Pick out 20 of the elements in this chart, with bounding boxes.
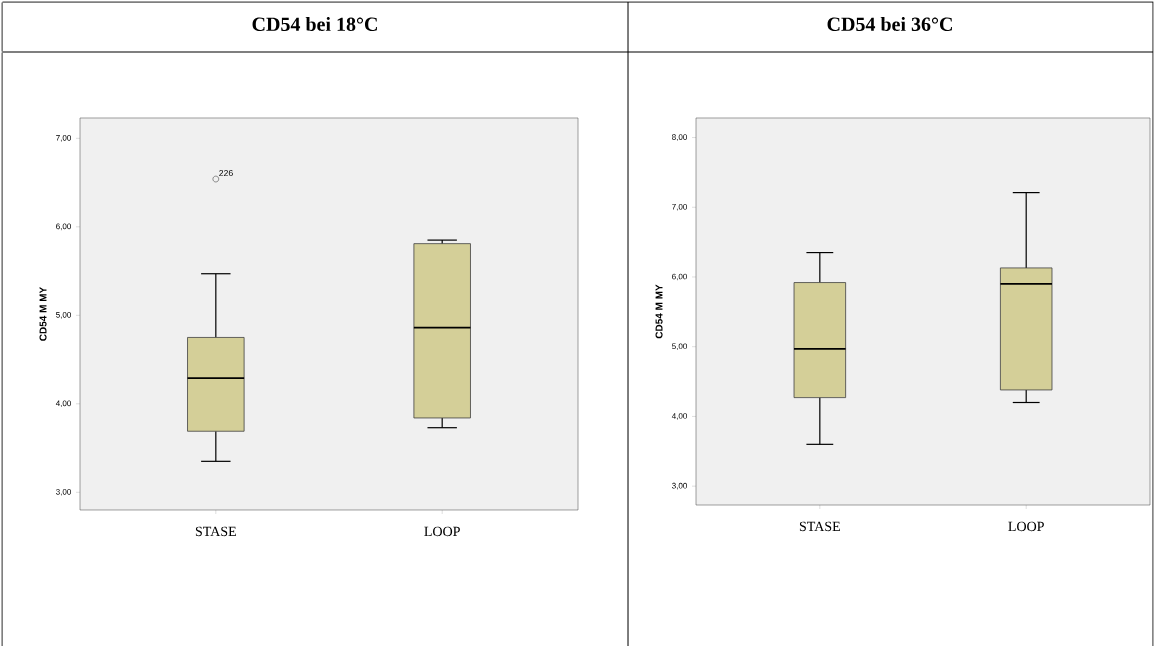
x-tick-label: LOOP <box>424 526 460 537</box>
y-tick-label: 6,00 <box>672 273 687 281</box>
y-tick-label: 6,00 <box>56 223 71 231</box>
y-tick-label: 5,00 <box>672 343 687 351</box>
y-tick-label: 3,00 <box>672 482 687 490</box>
y-tick-label: 8,00 <box>672 134 687 141</box>
y-tick-label: 4,00 <box>671 413 687 420</box>
chart-title: CD54 bei 36°C <box>827 16 952 32</box>
chart-title: CD54 bei 18°C <box>252 16 377 32</box>
y-tick-label: 5,00 <box>56 312 71 319</box>
x-tick-label: STASE <box>195 526 236 537</box>
x-tick-label: LOOP <box>1008 521 1044 532</box>
y-tick-label: 3,00 <box>56 489 71 496</box>
y-axis-title: CD54 M MY <box>39 286 47 341</box>
y-tick-label: 4,00 <box>55 400 71 408</box>
y-axis-title: CD54 M MY <box>655 284 663 339</box>
y-tick-label: 7,00 <box>672 203 687 211</box>
annotation: 226 <box>219 169 233 177</box>
y-tick-label: 7,00 <box>56 135 71 142</box>
x-tick-label: STASE <box>799 521 840 532</box>
